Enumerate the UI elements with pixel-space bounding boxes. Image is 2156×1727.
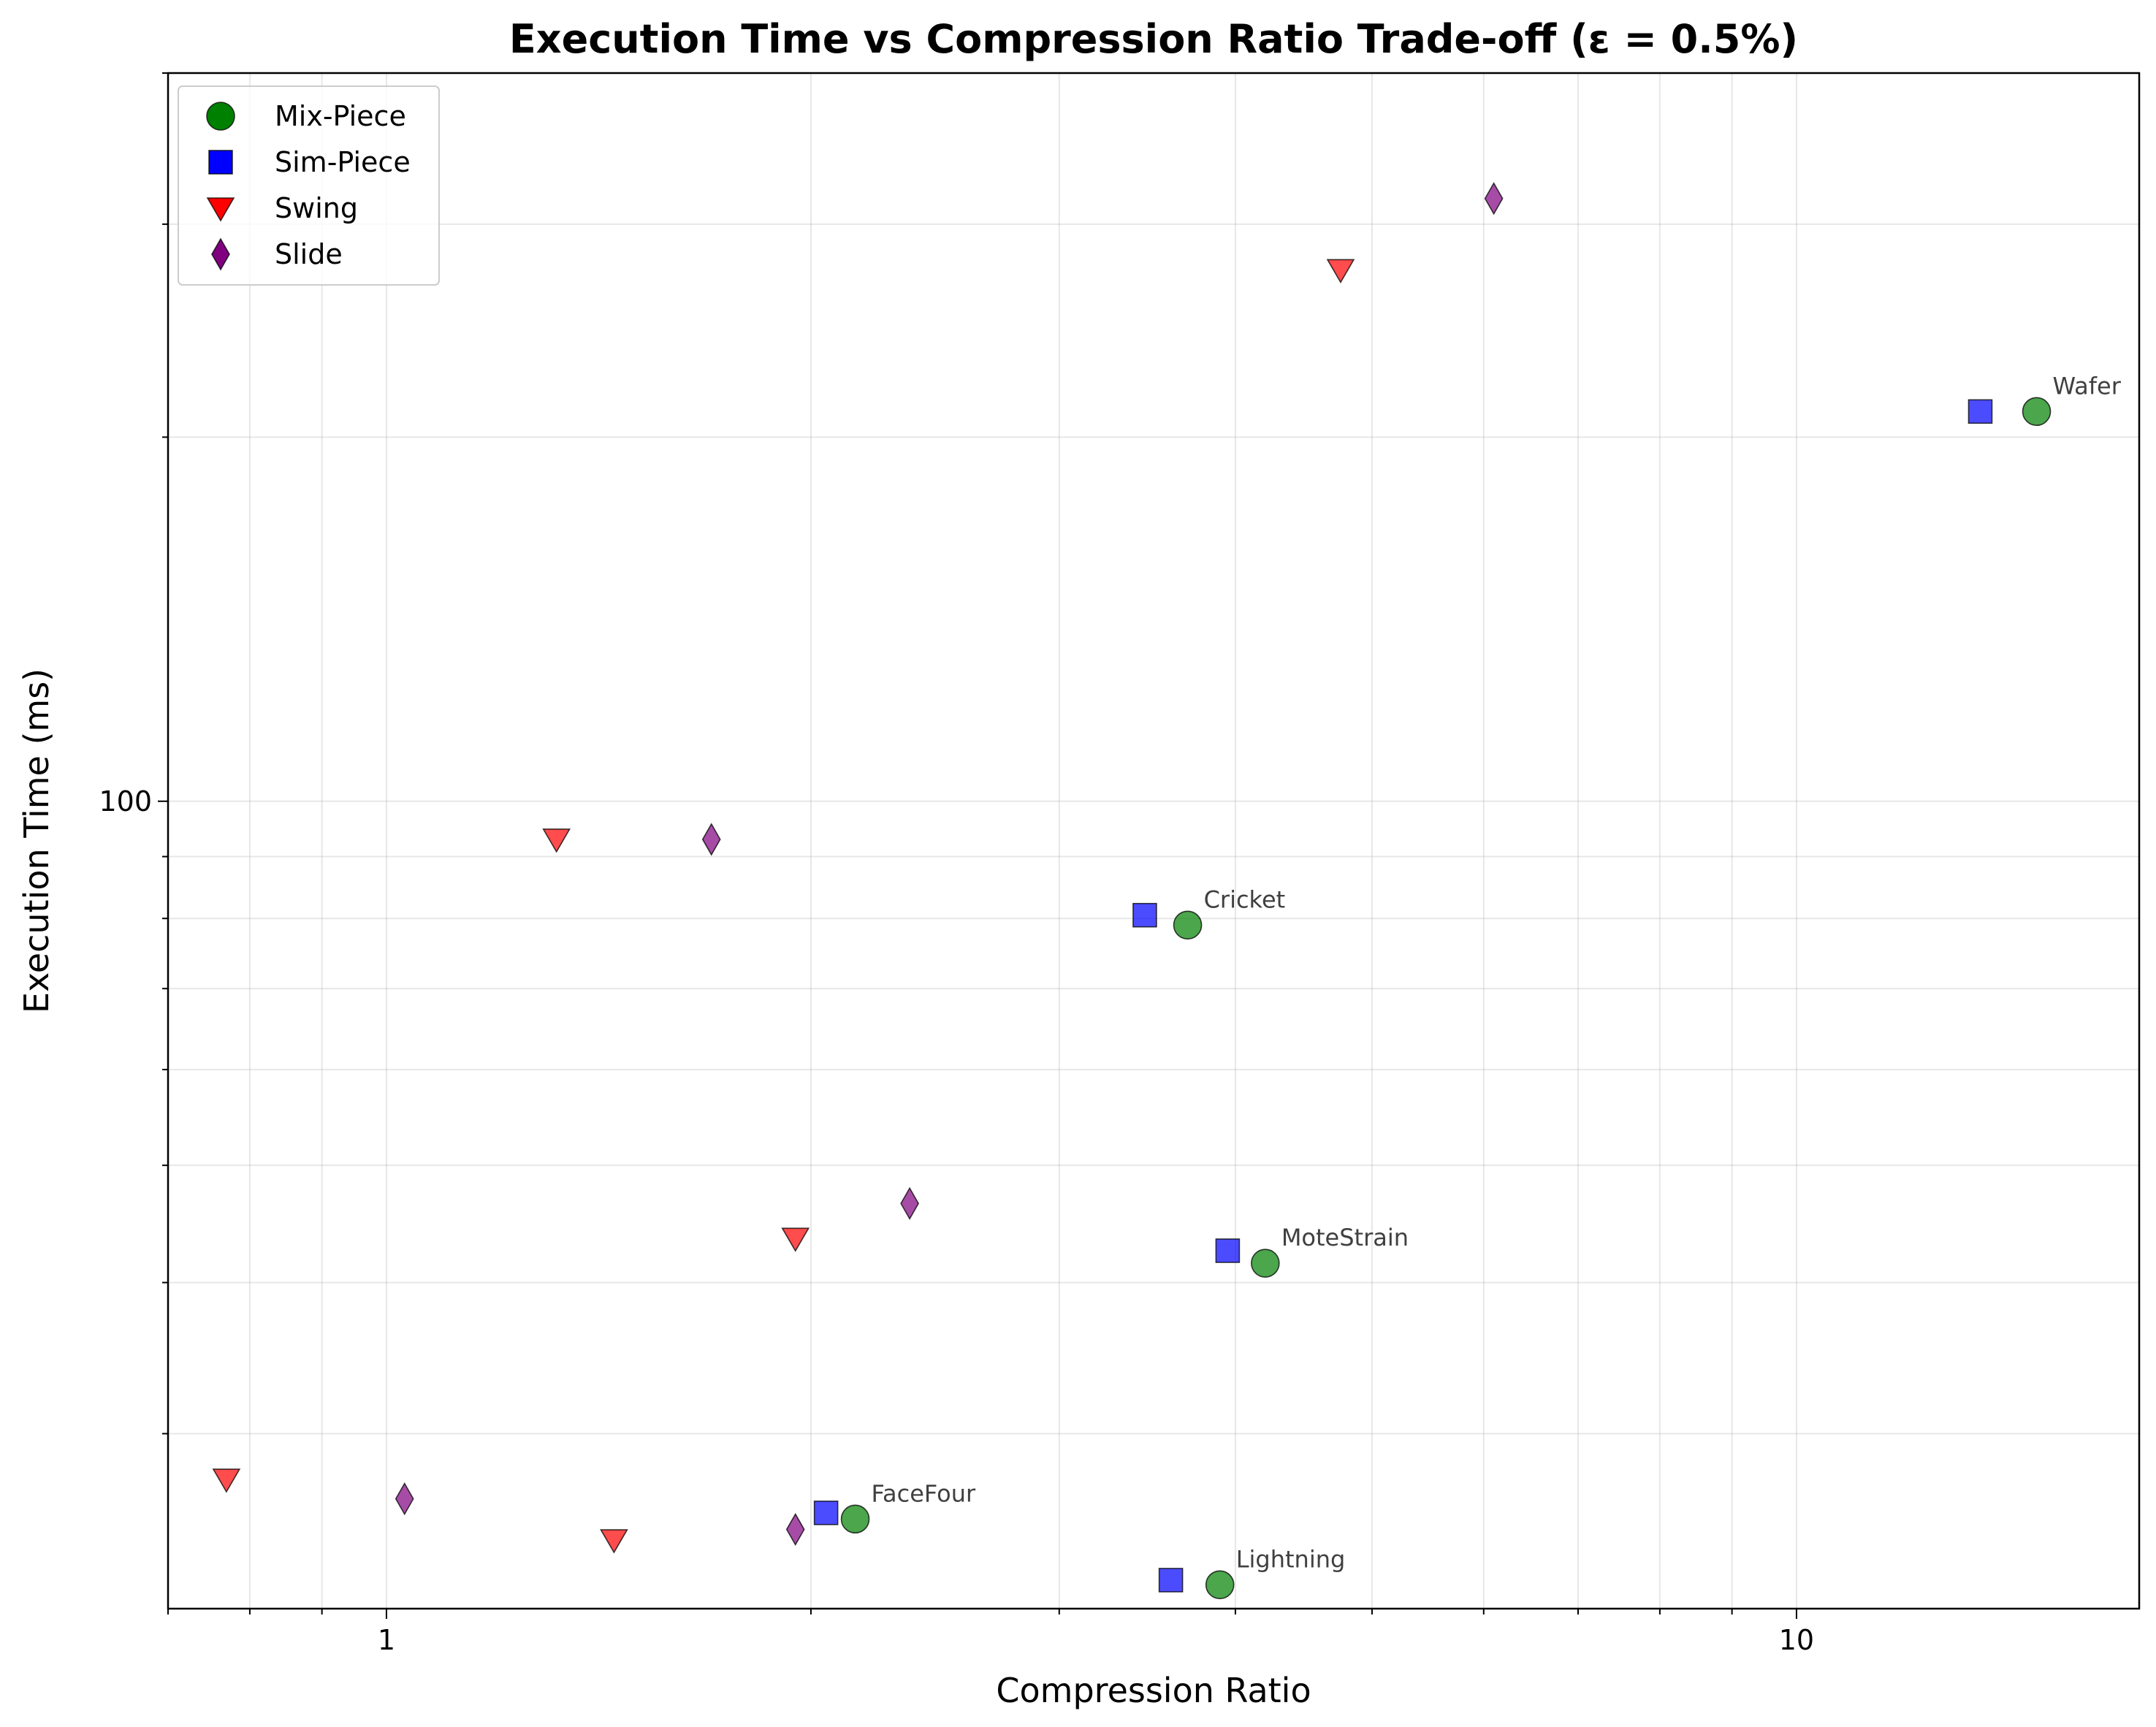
- data-point: [900, 1186, 920, 1220]
- point-annotation: Wafer: [2053, 372, 2122, 400]
- point-annotations: Wafer Cricket MoteStrain FaceFour Lightning: [872, 372, 2122, 1573]
- data-point: [542, 828, 571, 853]
- series-swing: [212, 259, 1355, 1554]
- data-point: [781, 1227, 810, 1252]
- data-point: [1484, 182, 1504, 216]
- data-point: [395, 1482, 414, 1516]
- data-point: [1205, 1570, 1235, 1600]
- y-axis-label: Execution Time (ms): [17, 668, 56, 1013]
- plot-frame: [167, 72, 2141, 1610]
- axis-ticks: 1 10 100: [99, 72, 1814, 1656]
- series-slide: [395, 182, 1504, 1547]
- legend-label: Swing: [275, 192, 358, 224]
- legend-marker: [211, 237, 230, 271]
- data-point: [785, 1512, 805, 1547]
- data-point: [840, 1504, 870, 1534]
- data-point: [1173, 910, 1203, 940]
- data-point: [1215, 1238, 1241, 1263]
- legend-item: Mix-Piece: [206, 100, 406, 132]
- data-point: [1326, 259, 1355, 284]
- legend-item: Slide: [211, 237, 343, 271]
- point-annotation: Lightning: [1236, 1545, 1346, 1573]
- chart-title: Execution Time vs Compression Ratio Trad…: [509, 16, 1798, 62]
- x-axis-label: Compression Ratio: [996, 1671, 1311, 1710]
- legend-marker: [206, 197, 235, 222]
- point-annotation: MoteStrain: [1281, 1224, 1409, 1251]
- x-tick-label: 1: [378, 1624, 395, 1656]
- y-tick-label: 100: [99, 785, 152, 817]
- data-point: [2022, 397, 2052, 427]
- grid: [167, 72, 2139, 1609]
- legend-label: Sim-Piece: [275, 146, 411, 178]
- data-point: [212, 1468, 241, 1493]
- x-tick-label: 10: [1779, 1624, 1814, 1656]
- legend-marker: [206, 102, 235, 131]
- data-point: [1968, 399, 1993, 424]
- data-marks: [212, 182, 2052, 1600]
- legend-label: Slide: [275, 238, 343, 270]
- data-point: [813, 1501, 839, 1525]
- series-mix-piece: [840, 397, 2052, 1600]
- legend-marker: [208, 150, 233, 175]
- legend-box: [178, 85, 440, 286]
- data-point: [1251, 1248, 1280, 1278]
- legend-label: Mix-Piece: [275, 100, 406, 132]
- point-annotation: FaceFour: [872, 1479, 976, 1507]
- data-point: [600, 1529, 628, 1554]
- data-point: [701, 823, 721, 856]
- series-sim-piece: [813, 399, 1993, 1593]
- legend-item: Sim-Piece: [208, 146, 411, 178]
- data-point: [1158, 1568, 1184, 1593]
- legend: Mix-Piece Sim-Piece Swing Slide: [178, 85, 440, 286]
- data-point: [1132, 902, 1157, 928]
- legend-item: Swing: [206, 192, 358, 224]
- point-annotation: Cricket: [1204, 885, 1286, 913]
